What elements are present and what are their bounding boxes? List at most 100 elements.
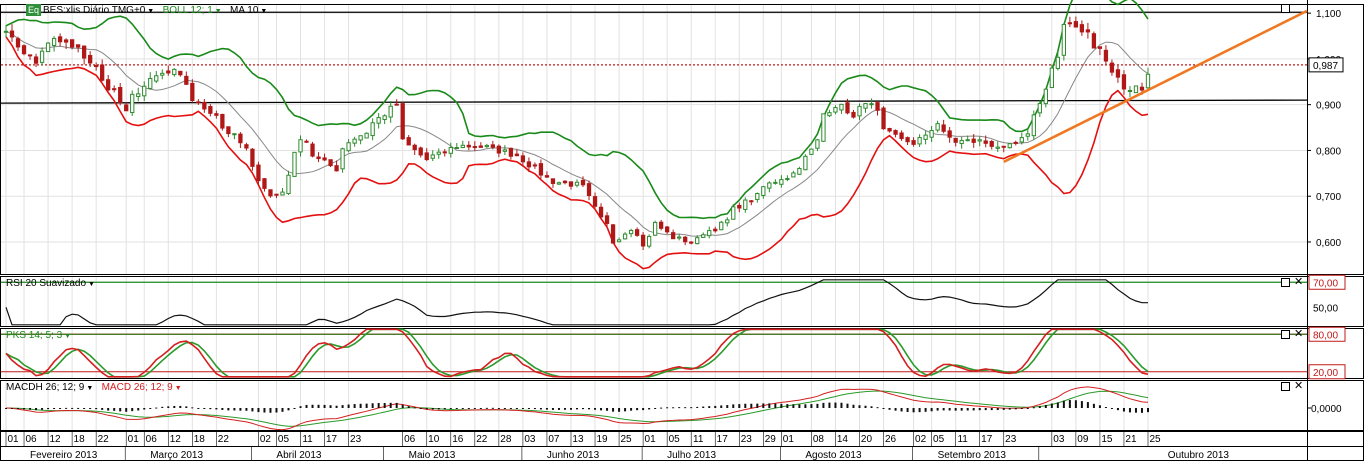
macd-histogram-bar [900, 408, 903, 412]
symbol-label: BES:xlis Diário TMG+0 [43, 5, 146, 16]
macd-histogram-bar [1074, 400, 1077, 408]
candle [556, 181, 562, 185]
date-tick-label: 02 [260, 434, 272, 445]
candle [791, 170, 796, 178]
candle [75, 44, 81, 53]
macd-histogram-bar [996, 408, 999, 411]
date-tick-label: 25 [1149, 434, 1161, 445]
date-tick-label: 01 [783, 434, 795, 445]
price-panel[interactable] [0, 0, 1308, 270]
candle [370, 118, 375, 141]
ma10-line [5, 30, 1149, 237]
candle-body [707, 230, 712, 237]
macd-histogram-bar [582, 408, 585, 410]
candle-body [322, 157, 327, 161]
macd-panel[interactable] [5, 386, 1149, 431]
candle-body [1025, 133, 1030, 137]
boll-upper-band [5, 0, 1149, 220]
macd-histogram-bar [882, 408, 885, 409]
macd-histogram-bar [137, 408, 140, 411]
date-tick-label: 11 [957, 434, 968, 445]
macd-histogram-bar [389, 402, 392, 408]
macd-histogram-bar [491, 407, 494, 409]
macd-histogram-bar [353, 404, 356, 408]
candle-body [88, 54, 93, 64]
close-macd-icon[interactable]: ✕ [1294, 380, 1304, 392]
candle-body [815, 139, 820, 149]
macd-histogram-bar [792, 404, 795, 408]
candle-body [863, 103, 868, 109]
macd-histogram-bar [888, 408, 891, 410]
macd-histogram-bar [239, 408, 242, 411]
candle [57, 33, 63, 47]
macd-selector[interactable]: MACD 26; 12; 9 ▼ [102, 382, 182, 393]
candle-body [1109, 62, 1115, 73]
candle-body [184, 75, 189, 85]
candle-body [148, 77, 153, 89]
macd-histogram-bar [906, 408, 909, 412]
candle-body [803, 155, 808, 171]
candle-body [15, 38, 21, 48]
candle [640, 232, 646, 251]
candle-body [364, 132, 369, 139]
candle [544, 171, 550, 178]
candle [208, 104, 213, 117]
macd-histogram-bar [774, 403, 777, 408]
date-tick-label: 12 [50, 434, 62, 445]
price-tick-label: 0,900 [1316, 101, 1341, 112]
candle [352, 136, 357, 147]
candle-body [1073, 21, 1079, 28]
date-tick-label: 21 [1125, 434, 1137, 445]
maximize-macd-button[interactable] [1281, 382, 1290, 391]
candle-body [280, 191, 285, 196]
macd-histogram-bar [71, 407, 74, 409]
candle [508, 147, 514, 160]
close-rsi-icon[interactable]: ✕ [1294, 276, 1304, 288]
date-tick-label: 01 [7, 434, 19, 445]
pks-panel[interactable] [1, 328, 1307, 378]
chevron-down-icon: ▼ [172, 385, 182, 392]
macd-histogram-bar [185, 406, 188, 408]
maximize-rsi-button[interactable] [1281, 278, 1290, 287]
candle-body [316, 156, 321, 160]
macdh-selector[interactable]: MACDH 26; 12; 9 ▼ [6, 382, 93, 393]
macd-histogram-bar [383, 403, 386, 408]
candle-body [929, 130, 934, 138]
candle-body [514, 153, 520, 157]
candle [803, 154, 808, 171]
ma-selector[interactable]: MA 10 ▼ [230, 5, 267, 16]
candle-body [250, 148, 255, 167]
month-label: Agosto 2013 [805, 450, 862, 461]
pks-legend[interactable]: PKS 14; 5; 3 ▼ [6, 330, 71, 343]
candle [3, 24, 9, 38]
macd-histogram-bar [533, 408, 536, 410]
macd-histogram-bar [527, 408, 530, 409]
candle-body [178, 70, 183, 76]
boll-selector[interactable]: BOLL 12; 1 ▼ [163, 5, 222, 16]
candle-body [1043, 88, 1048, 105]
candle [628, 228, 634, 238]
candle [863, 102, 868, 113]
rsi-legend[interactable]: RSI 20 Suavizado ▼ [6, 278, 95, 291]
symbol-selector[interactable]: BES:xlis Diário TMG+0 ▼ [43, 5, 154, 16]
candle [220, 113, 225, 131]
date-tick-label: 05 [669, 434, 681, 445]
maximize-price-button[interactable] [1281, 4, 1290, 13]
macd-histogram-bar [545, 408, 548, 410]
macd-histogram-bar [479, 408, 482, 409]
maximize-pks-button[interactable] [1281, 330, 1290, 339]
candle-body [941, 124, 946, 132]
close-pks-icon[interactable]: ✕ [1294, 328, 1304, 340]
candle [839, 103, 844, 114]
candle-body [1133, 85, 1139, 94]
macd-histogram-bar [612, 408, 615, 412]
candle-body [208, 106, 213, 114]
candle [244, 142, 249, 151]
candle-body [562, 180, 568, 184]
candle-body [761, 186, 766, 196]
candle-body [496, 145, 502, 154]
candle [580, 176, 586, 188]
chevron-down-icon: ▼ [62, 333, 72, 340]
macd-histogram-bar [690, 407, 693, 409]
